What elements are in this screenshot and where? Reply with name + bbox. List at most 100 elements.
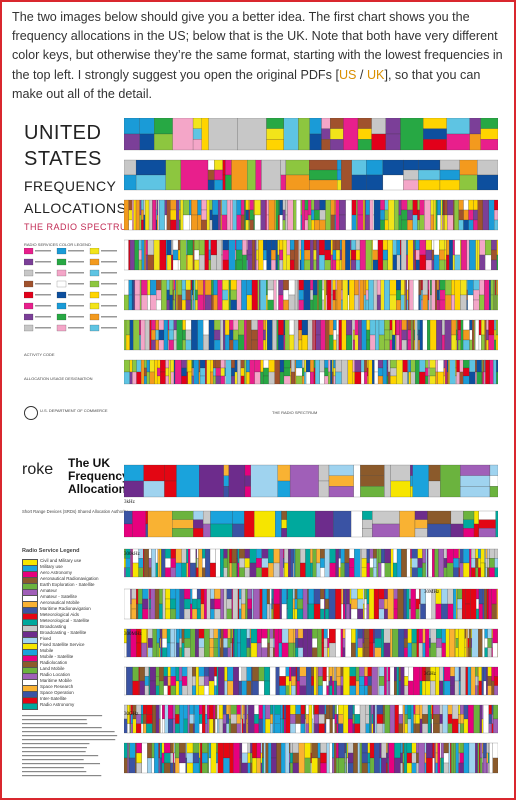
uk-band-segment bbox=[313, 666, 317, 696]
us-band-segment bbox=[220, 359, 225, 369]
uk-band-segment bbox=[387, 680, 391, 696]
uk-band-segment bbox=[144, 685, 150, 696]
us-band-segment bbox=[444, 199, 448, 216]
us-band-segment bbox=[215, 375, 221, 385]
uk-band-segment bbox=[299, 666, 307, 677]
uk-band-segment bbox=[223, 588, 227, 620]
uk-band-segment bbox=[469, 628, 471, 658]
uk-band-segment bbox=[256, 558, 262, 568]
uk-band-segment bbox=[209, 647, 214, 658]
uk-band-segment bbox=[268, 562, 274, 578]
uk-band-segment bbox=[244, 510, 255, 538]
uk-band-segment bbox=[441, 628, 446, 644]
us-band-segment bbox=[185, 299, 191, 311]
us-band-segment bbox=[186, 239, 188, 256]
us-band-segment bbox=[425, 259, 433, 271]
uk-band-segment bbox=[470, 647, 472, 658]
uk-pdf-link[interactable]: UK bbox=[366, 67, 385, 82]
uk-band-segment bbox=[198, 628, 205, 639]
us-band-segment bbox=[449, 239, 453, 271]
us-band-segment bbox=[139, 279, 142, 311]
us-legend-swatch bbox=[89, 280, 100, 288]
us-band-segment bbox=[191, 367, 193, 377]
uk-band-segment bbox=[293, 548, 295, 564]
us-band-segment bbox=[469, 359, 476, 373]
uk-band-segment bbox=[342, 638, 346, 648]
uk-band-segment bbox=[141, 742, 148, 774]
us-band-segment bbox=[194, 239, 200, 251]
us-band-segment bbox=[431, 249, 435, 261]
uk-band-segment bbox=[318, 676, 323, 686]
uk-band-segment bbox=[205, 714, 208, 724]
uk-band-segment bbox=[258, 704, 263, 720]
uk-band-segment bbox=[450, 510, 464, 525]
us-band-segment bbox=[263, 319, 266, 331]
uk-band-segment bbox=[489, 567, 495, 578]
uk-band-segment bbox=[317, 757, 321, 774]
us-band-segment bbox=[141, 239, 145, 271]
uk-band-segment bbox=[164, 762, 171, 774]
uk-band-segment bbox=[357, 588, 364, 600]
us-band-segment bbox=[339, 199, 346, 216]
us-band-segment bbox=[443, 375, 446, 385]
us-band-segment bbox=[156, 367, 161, 377]
us-band-segment bbox=[332, 359, 334, 373]
uk-band-segment bbox=[394, 666, 397, 682]
us-band-segment bbox=[403, 159, 419, 171]
us-band-segment bbox=[371, 239, 373, 271]
uk-band-segment bbox=[343, 603, 346, 620]
us-band-segment bbox=[366, 159, 384, 176]
us-band-segment bbox=[414, 259, 416, 271]
us-band-segment bbox=[192, 118, 202, 129]
uk-band-segment bbox=[151, 742, 155, 759]
uk-band-segment bbox=[379, 742, 382, 759]
uk-band-segment bbox=[460, 723, 465, 734]
uk-band-segment bbox=[346, 603, 350, 620]
uk-band-segment bbox=[179, 647, 182, 658]
us-band-segment bbox=[300, 214, 303, 231]
uk-band-segment bbox=[164, 742, 171, 754]
uk-band-segment bbox=[479, 742, 481, 774]
us-band-segment bbox=[380, 279, 385, 311]
uk-band-segment bbox=[129, 757, 136, 774]
uk-band-segment bbox=[202, 510, 211, 525]
us-band-segment bbox=[180, 159, 209, 191]
uk-band-segment bbox=[124, 718, 128, 734]
uk-band-segment bbox=[253, 588, 260, 620]
us-band-segment bbox=[459, 159, 478, 176]
uk-band-segment bbox=[146, 723, 153, 734]
us-band-segment bbox=[225, 159, 232, 176]
us-band-segment bbox=[212, 214, 219, 231]
uk-band-segment bbox=[336, 742, 339, 759]
uk-band-segment bbox=[332, 704, 335, 720]
uk-band-segment bbox=[202, 567, 206, 578]
uk-band-segment bbox=[213, 647, 219, 658]
us-band-segment bbox=[400, 239, 402, 256]
us-band-segment bbox=[415, 359, 420, 385]
us-band-segment bbox=[353, 329, 355, 341]
uk-band-segment bbox=[140, 723, 144, 734]
us-band-segment bbox=[203, 334, 210, 351]
uk-band-segment bbox=[184, 628, 191, 639]
us-band-segment bbox=[229, 279, 231, 311]
us-band-segment bbox=[453, 199, 455, 231]
uk-band-segment bbox=[429, 628, 431, 639]
us-band-segment bbox=[201, 199, 207, 211]
uk-band-segment bbox=[230, 628, 233, 644]
uk-band-segment bbox=[455, 742, 459, 774]
us-band-segment bbox=[231, 367, 235, 377]
uk-band-segment bbox=[126, 666, 133, 696]
us-band-segment bbox=[407, 209, 413, 221]
uk-band-segment bbox=[210, 608, 215, 620]
us-band-segment bbox=[458, 209, 464, 221]
uk-band-segment bbox=[132, 562, 139, 578]
uk-band-segment bbox=[141, 628, 148, 644]
uk-band-segment bbox=[159, 666, 164, 682]
us-band-segment bbox=[192, 359, 194, 369]
uk-band-segment bbox=[457, 598, 463, 610]
us-pdf-link[interactable]: US bbox=[338, 67, 357, 82]
uk-band-segment bbox=[158, 757, 160, 774]
us-band-segment bbox=[414, 239, 416, 251]
us-band-segment bbox=[283, 359, 291, 369]
uk-band-segment bbox=[159, 548, 162, 578]
